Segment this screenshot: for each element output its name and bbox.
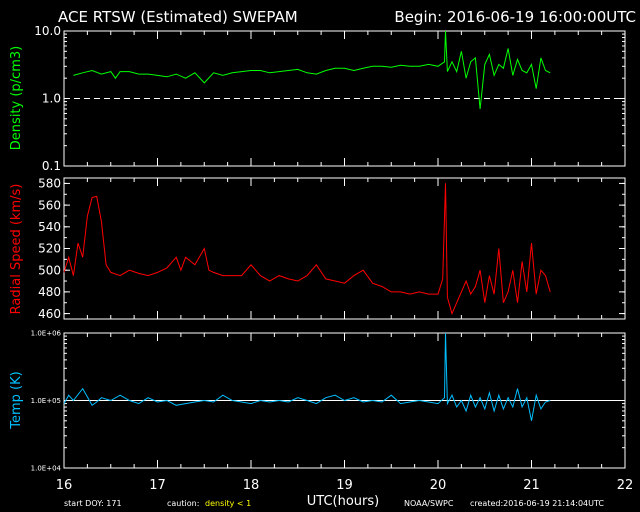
density-ytick-label: 0.1 bbox=[42, 159, 61, 173]
axis-ticks: 10.0 1.0 0.1 580 560 540 520 500 480 460 1.0E+06 1.… bbox=[31, 24, 634, 493]
temp-series-line bbox=[63, 332, 551, 421]
x-axis-label: UTC(hours) bbox=[307, 494, 379, 509]
density-ylabel: Density (p/cm3) bbox=[9, 46, 24, 150]
density-ytick-label: 10.0 bbox=[34, 24, 61, 38]
x-tick-label: 21 bbox=[523, 478, 540, 493]
speed-ylabel: Radial Speed (km/s) bbox=[9, 184, 24, 315]
speed-ytick-label: 580 bbox=[38, 177, 61, 191]
chart-title: ACE RTSW (Estimated) SWEPAM bbox=[58, 8, 298, 26]
x-tick-label: 17 bbox=[149, 478, 166, 493]
speed-ytick-label: 560 bbox=[38, 198, 61, 212]
speed-ytick-label: 500 bbox=[38, 263, 61, 277]
x-tick-label: 16 bbox=[56, 478, 73, 493]
data-series bbox=[63, 30, 551, 421]
start-doy: start DOY: 171 bbox=[64, 499, 122, 508]
x-tick-label: 20 bbox=[430, 478, 447, 493]
density-series-line bbox=[73, 30, 551, 110]
density-ytick-label: 1.0 bbox=[42, 92, 61, 106]
caution-value: density < 1 bbox=[205, 499, 251, 508]
temp-ytick-label: 1.0E+05 bbox=[31, 397, 61, 405]
speed-series-line bbox=[63, 183, 551, 316]
speed-ytick-label: 520 bbox=[38, 242, 61, 256]
source-label: NOAA/SWPC bbox=[404, 499, 454, 508]
temp-ytick-label: 1.0E+04 bbox=[31, 464, 62, 472]
temp-ylabel: Temp (K) bbox=[9, 371, 24, 429]
created-time: created:2016-06-19 21:14:04UTC bbox=[470, 499, 604, 508]
speed-ytick-label: 540 bbox=[38, 220, 61, 234]
x-tick-label: 22 bbox=[617, 478, 634, 493]
speed-ytick-label: 460 bbox=[38, 307, 61, 321]
begin-time: Begin: 2016-06-19 16:00:00UTC bbox=[394, 8, 636, 26]
x-tick-label: 19 bbox=[336, 478, 353, 493]
temp-ytick-label: 1.0E+06 bbox=[31, 329, 62, 337]
x-tick-label: 18 bbox=[243, 478, 260, 493]
speed-ytick-label: 480 bbox=[38, 285, 61, 299]
caution-label: caution: bbox=[167, 499, 199, 508]
